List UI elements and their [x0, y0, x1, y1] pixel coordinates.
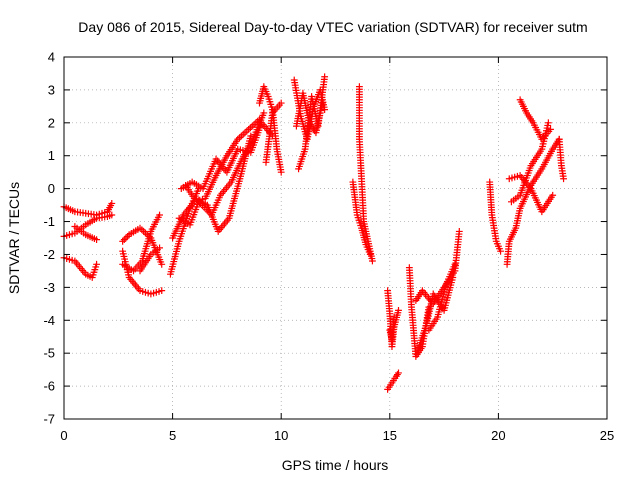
data-point — [119, 237, 127, 245]
x-axis-label: GPS time / hours — [282, 457, 389, 473]
data-point — [321, 106, 329, 114]
y-tick-label: -6 — [43, 379, 55, 394]
plot-frame — [63, 56, 608, 420]
data-point — [156, 211, 163, 219]
data-point — [277, 99, 285, 107]
y-tick-label: 2 — [48, 115, 55, 130]
data-point — [497, 247, 504, 255]
chart-title: Day 086 of 2015, Sidereal Day-to-day VTE… — [78, 19, 587, 35]
data-point — [260, 109, 268, 117]
data-point — [93, 260, 100, 268]
data-point — [158, 260, 166, 268]
data-point — [395, 369, 402, 377]
data-point — [451, 260, 459, 268]
y-tick-label: 3 — [48, 82, 55, 97]
data-point — [124, 232, 131, 240]
data-point — [93, 236, 100, 244]
data-point — [394, 371, 401, 378]
y-axis-label: SDTVAR / TECUs — [6, 182, 22, 294]
data-point — [247, 132, 255, 140]
y-tick-label: 1 — [48, 148, 55, 163]
data-point — [319, 99, 326, 107]
x-tick-label: 20 — [491, 428, 505, 443]
data-point — [122, 234, 130, 242]
y-tick-label: 4 — [48, 50, 55, 65]
y-tick-label: -2 — [43, 247, 55, 262]
tick-labels: 0 5 10 15 20 25 -7 -6 -5 -4 -3 -2 -1 0 1 2 3 4 — [43, 50, 614, 444]
y-tick-label: -7 — [43, 412, 55, 427]
data-point — [120, 236, 128, 244]
x-tick-label: 25 — [600, 428, 614, 443]
y-tick-label: -1 — [43, 214, 55, 229]
y-tick-label: -5 — [43, 346, 55, 361]
data-points — [60, 73, 567, 393]
data-point — [156, 244, 163, 252]
data-point — [366, 251, 374, 258]
x-tick-label: 10 — [274, 428, 288, 443]
data-point — [560, 175, 567, 183]
data-point — [369, 257, 376, 265]
data-point — [544, 119, 552, 127]
data-point — [108, 200, 116, 207]
data-point — [395, 307, 402, 314]
data-point — [158, 287, 166, 295]
y-tick-label: -4 — [43, 313, 55, 328]
data-point — [108, 211, 116, 219]
data-point — [455, 228, 463, 235]
x-tick-label: 0 — [60, 428, 67, 443]
x-tick-label: 5 — [169, 428, 176, 443]
y-tick-label: -3 — [43, 280, 55, 295]
data-point — [547, 126, 554, 133]
data-point — [549, 191, 557, 199]
y-tick-label: 0 — [48, 181, 55, 196]
data-point — [390, 313, 398, 321]
data-point — [321, 73, 329, 81]
data-point — [277, 168, 285, 176]
x-tick-label: 15 — [383, 428, 397, 443]
